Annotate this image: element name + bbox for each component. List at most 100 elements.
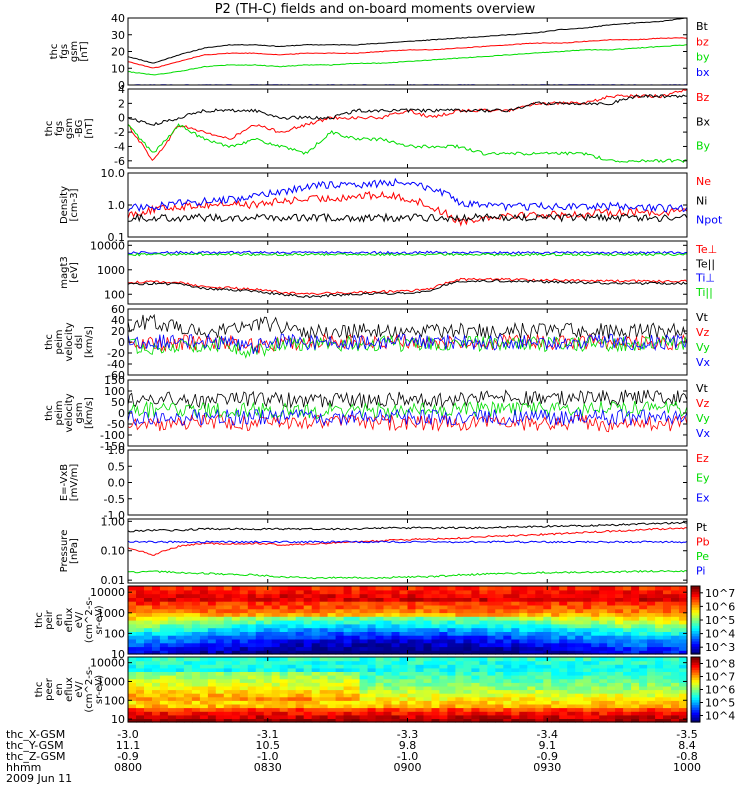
footer-row-label: thc_Z-GSM <box>6 750 66 763</box>
legend-label: bz <box>696 35 709 48</box>
series-line-bz <box>127 37 688 69</box>
legend-label: Ni <box>696 194 707 207</box>
y-axis-label: fgs <box>59 44 70 59</box>
y-tick-label: -50 <box>107 418 125 431</box>
colorbar-tick-label: 10^4 <box>705 628 735 641</box>
series-line-Vy <box>127 400 688 420</box>
panel-1: Bt bz by bx 0 10 20 30 40 thc fgs gsm [nT] <box>49 12 710 92</box>
panel-frame <box>127 17 688 86</box>
y-axis-label: [mV/m] <box>69 464 80 502</box>
footer-value: -3.5 <box>676 728 698 741</box>
footer-value: 1000 <box>673 761 701 774</box>
legend-label: Vy <box>696 341 710 354</box>
y-tick-label: 1000 <box>97 264 125 277</box>
y-axis-label: Pressure <box>59 530 70 573</box>
series-line-Pi <box>127 540 688 544</box>
y-tick-label: 1.0 <box>108 444 126 457</box>
legend-label: Vx <box>696 427 711 440</box>
footer-value: -1.0 <box>396 750 419 763</box>
y-tick-label: 60 <box>111 303 125 316</box>
y-axis-label: eV/ <box>74 611 85 628</box>
y-axis-label: E=-VxB <box>59 464 70 501</box>
y-axis-label: [nT] <box>84 118 95 138</box>
panel-7: Ez Ey Ex -1.0 -0.5 0.0 0.5 1.0 E=-VxB [mV/m] <box>59 444 710 522</box>
y-axis-label: gsm <box>74 402 85 423</box>
y-axis-label: eflux <box>64 677 75 702</box>
y-axis-label: thc <box>49 44 60 60</box>
y-axis-label: sr-eV) <box>94 605 105 634</box>
y-axis-label: dsl <box>74 335 85 349</box>
y-tick-label: -6 <box>114 155 125 168</box>
footer-row-label: hhmm <box>6 761 42 774</box>
y-tick-label: -1.0 <box>104 509 125 522</box>
y-tick-label: 1.00 <box>101 515 126 528</box>
colorbar-tick-label: 10^8 <box>705 658 735 671</box>
y-tick-label: 30 <box>111 29 125 42</box>
footer-value: 0930 <box>533 761 562 774</box>
footer-value: -3.3 <box>396 728 419 741</box>
y-tick-label: 0 <box>118 79 125 92</box>
y-tick-label: 10 <box>111 713 125 726</box>
y-axis-label: peim <box>54 329 65 354</box>
y-tick-label: 0 <box>118 407 125 420</box>
y-tick-label: 10000 <box>90 586 125 599</box>
colorbar-tick-label: 10^5 <box>705 697 735 710</box>
y-axis-label: thc <box>44 334 55 350</box>
y-tick-label: 4 <box>118 83 125 96</box>
footer-value: 9.8 <box>398 739 417 752</box>
y-axis-label: -BG <box>74 120 85 138</box>
y-tick-label: 1000 <box>97 607 125 620</box>
y-tick-label: 150 <box>104 374 125 387</box>
series-line-Vt <box>127 313 688 342</box>
panel-9: 10^310^410^510^610^7 10 100 1000 10000 thc pei… <box>34 585 735 661</box>
y-tick-label: 10.0 <box>101 167 126 180</box>
y-tick-label: 10000 <box>90 657 125 670</box>
legend-label: Bz <box>696 91 710 104</box>
footer-value: 0900 <box>393 761 422 774</box>
series-line-Pb <box>127 527 688 556</box>
legend-label: Bt <box>696 20 709 33</box>
series-line-Vx <box>127 333 688 355</box>
y-tick-label: 10 <box>111 62 125 75</box>
footer-value: 11.1 <box>115 739 141 752</box>
legend-label: Te⊥ <box>695 243 717 256</box>
footer-value: -3.0 <box>117 728 139 741</box>
y-axis-label: sr-eV) <box>94 675 105 704</box>
y-tick-label: 100 <box>104 627 125 640</box>
y-tick-label: 10000 <box>90 239 125 252</box>
y-tick-label: 0 <box>118 112 125 125</box>
legend-label: by <box>696 51 710 64</box>
y-tick-label: -2 <box>114 126 125 139</box>
series-line-Pt <box>127 521 688 533</box>
y-axis-label: peim <box>54 400 65 425</box>
footer-value: -3.1 <box>257 728 279 741</box>
legend-label: Vt <box>696 311 709 324</box>
panel-3: Ne Ni Npot 0.1 1.0 10.0 Density [cm-3] <box>59 167 723 244</box>
y-tick-label: -60 <box>107 369 125 382</box>
series-line-Ti <box>127 252 688 257</box>
y-tick-label: 100 <box>104 694 125 707</box>
footer-value: 8.4 <box>678 739 696 752</box>
y-axis-label: peir <box>44 609 55 629</box>
y-tick-label: 10 <box>111 648 125 661</box>
y-axis-label: velocity <box>64 322 75 361</box>
footer-value: -0.8 <box>676 750 698 763</box>
legend-label: Vz <box>696 326 710 339</box>
footer-value: 0800 <box>114 761 142 774</box>
y-axis-label: (cm^2-s- <box>84 666 95 713</box>
y-axis-label: peer <box>44 677 55 701</box>
y-axis-label: eflux <box>64 608 75 633</box>
y-axis-label: en <box>54 614 65 627</box>
y-axis-label: [eV] <box>69 262 80 283</box>
series-line-Te <box>128 277 688 296</box>
footer-date: 2009 Jun 11 <box>6 772 73 785</box>
y-axis-label: gsm <box>69 41 80 62</box>
legend-label: Npot <box>696 214 723 227</box>
panel-frame <box>127 88 688 169</box>
y-tick-label: 100 <box>104 385 125 398</box>
panel-frame <box>127 240 688 305</box>
series-line-Vx <box>127 408 688 427</box>
footer-value: -3.4 <box>536 728 558 741</box>
colorbar-tick-label: 10^3 <box>705 641 735 654</box>
